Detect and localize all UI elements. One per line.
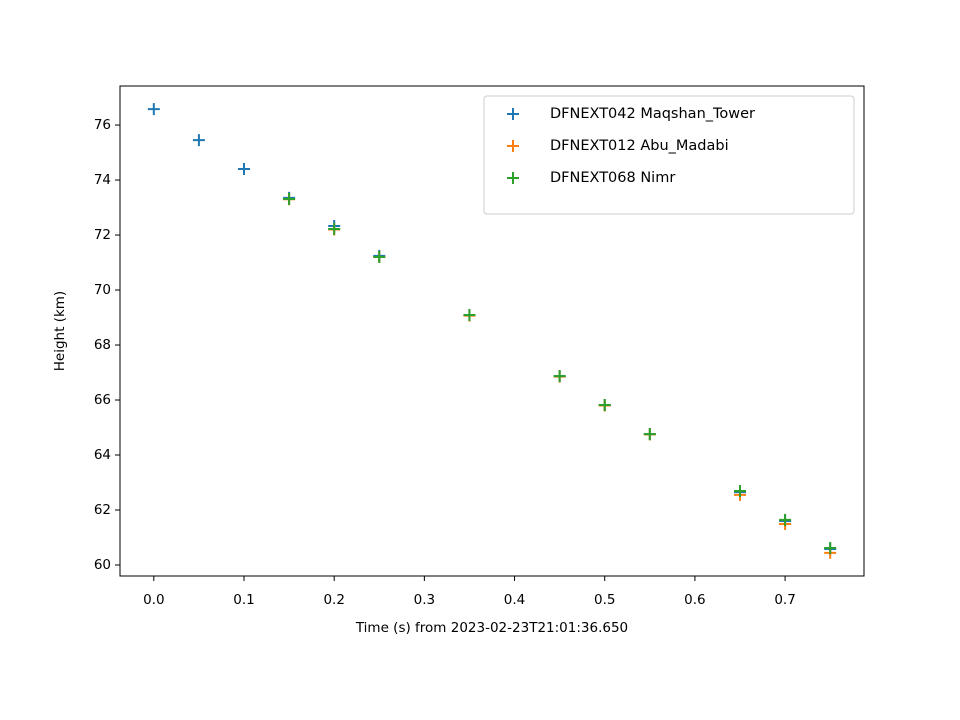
data-point [598, 398, 611, 411]
x-tick-label: 0.4 [504, 592, 525, 608]
y-tick-label: 64 [94, 447, 111, 463]
data-point [147, 103, 160, 116]
x-tick-label: 0.2 [323, 592, 344, 608]
x-axis-label: Time (s) from 2023-02-23T21:01:36.650 [355, 620, 628, 636]
x-tick-label: 0.5 [594, 592, 615, 608]
x-tick-label: 0.3 [414, 592, 435, 608]
data-point [779, 513, 792, 526]
legend-marker [507, 140, 519, 152]
legend-label: DFNEXT042 Maqshan_Tower [550, 106, 755, 122]
x-tick-label: 0.6 [684, 592, 705, 608]
legend-marker [507, 108, 519, 120]
data-point [824, 541, 837, 554]
data-point [463, 309, 476, 322]
y-tick-label: 76 [94, 117, 111, 133]
y-tick-label: 62 [94, 502, 111, 518]
data-point [328, 222, 341, 235]
legend-marker [507, 172, 519, 184]
y-tick-label: 60 [94, 557, 111, 573]
y-tick-label: 72 [94, 227, 111, 243]
data-point [192, 134, 205, 147]
x-tick-label: 0.1 [233, 592, 254, 608]
legend-label: DFNEXT068 Nimr [550, 170, 675, 186]
x-tick-label: 0.0 [143, 592, 164, 608]
data-point [283, 193, 296, 206]
legend-box [483, 95, 855, 215]
y-axis-label: Height (km) [52, 291, 68, 371]
data-point [734, 485, 746, 498]
x-tick-label: 0.7 [774, 592, 795, 608]
legend: DFNEXT042 Maqshan_Tower DFNEXT012 Abu_Mad… [483, 95, 855, 215]
legend-label: DFNEXT012 Abu_Madabi [550, 138, 729, 154]
data-point [238, 163, 250, 176]
y-tick-label: 74 [94, 172, 111, 188]
y-tick-label: 66 [94, 392, 111, 408]
data-point [643, 428, 656, 441]
data-point [553, 370, 566, 383]
data-point [373, 251, 386, 264]
y-tick-label: 68 [94, 337, 111, 353]
y-tick-label: 70 [94, 282, 111, 298]
plot-frame [119, 85, 865, 577]
